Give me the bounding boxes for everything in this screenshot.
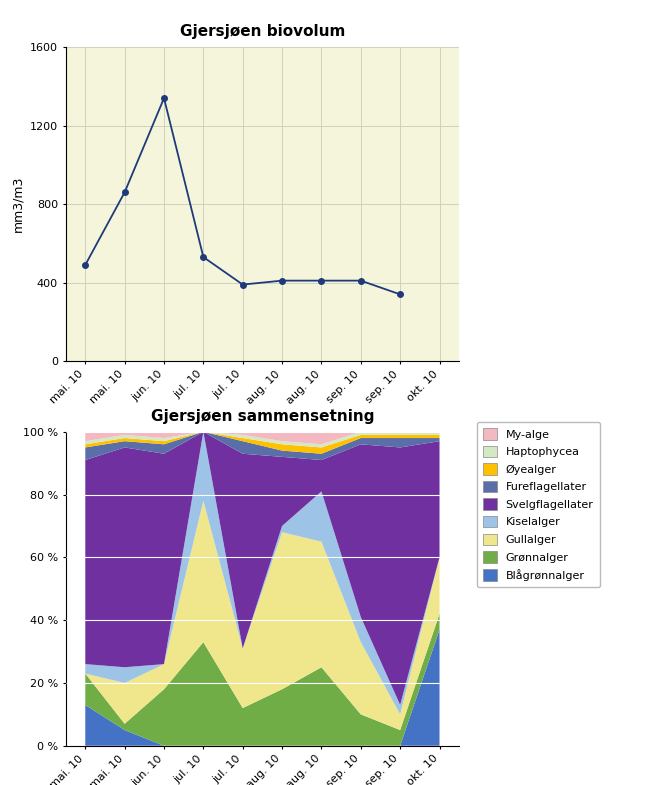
Y-axis label: mm3/m3: mm3/m3 xyxy=(11,176,24,232)
Title: Gjersjøen sammensetning: Gjersjøen sammensetning xyxy=(151,409,374,424)
Title: Gjersjøen biovolum: Gjersjøen biovolum xyxy=(180,24,345,39)
Legend: My-alge, Haptophycea, Øyealger, Fureflagellater, Svelgflagellater, Kiselalger, G: My-alge, Haptophycea, Øyealger, Fureflag… xyxy=(476,422,600,587)
